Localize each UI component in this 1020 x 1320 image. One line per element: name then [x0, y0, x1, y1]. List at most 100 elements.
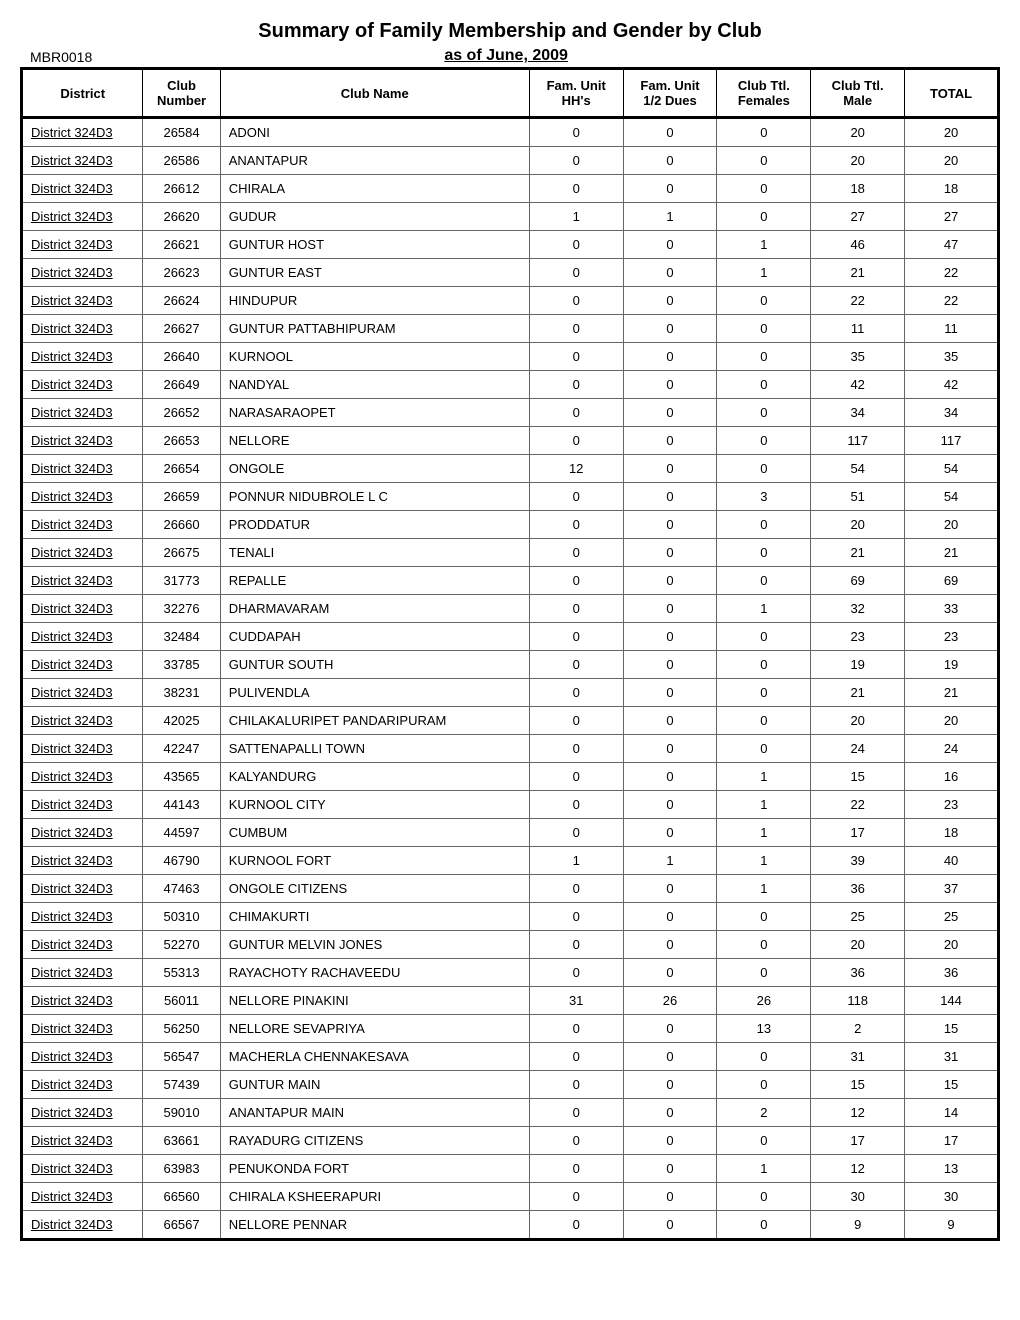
- cell-club-number: 26623: [143, 259, 220, 287]
- cell-females: 0: [717, 343, 811, 371]
- table-row: District 324D326612CHIRALA0001818: [22, 175, 999, 203]
- cell-total: 24: [905, 735, 999, 763]
- cell-club-number: 66567: [143, 1211, 220, 1240]
- cell-club-number: 56547: [143, 1043, 220, 1071]
- table-row: District 324D326586ANANTAPUR0002020: [22, 147, 999, 175]
- cell-fam-hh: 0: [529, 1015, 623, 1043]
- header-club-name: Club Name: [220, 69, 529, 118]
- cell-club-number: 26654: [143, 455, 220, 483]
- cell-total: 20: [905, 511, 999, 539]
- cell-club-number: 46790: [143, 847, 220, 875]
- cell-males: 2: [811, 1015, 905, 1043]
- cell-club-name: GUDUR: [220, 203, 529, 231]
- cell-fam-half: 0: [623, 539, 717, 567]
- cell-males: 20: [811, 931, 905, 959]
- cell-club-name: KURNOOL: [220, 343, 529, 371]
- cell-males: 18: [811, 175, 905, 203]
- cell-district: District 324D3: [22, 1015, 143, 1043]
- cell-club-name: NELLORE PINAKINI: [220, 987, 529, 1015]
- cell-total: 19: [905, 651, 999, 679]
- table-row: District 324D326624HINDUPUR0002222: [22, 287, 999, 315]
- cell-club-number: 32276: [143, 595, 220, 623]
- cell-club-number: 26627: [143, 315, 220, 343]
- cell-total: 37: [905, 875, 999, 903]
- cell-district: District 324D3: [22, 287, 143, 315]
- cell-males: 20: [811, 118, 905, 147]
- cell-males: 25: [811, 903, 905, 931]
- cell-club-name: TENALI: [220, 539, 529, 567]
- table-row: District 324D332276DHARMAVARAM0013233: [22, 595, 999, 623]
- cell-club-number: 50310: [143, 903, 220, 931]
- cell-club-name: ANANTAPUR: [220, 147, 529, 175]
- cell-district: District 324D3: [22, 175, 143, 203]
- cell-females: 0: [717, 679, 811, 707]
- cell-district: District 324D3: [22, 399, 143, 427]
- cell-district: District 324D3: [22, 763, 143, 791]
- cell-district: District 324D3: [22, 1099, 143, 1127]
- cell-males: 34: [811, 399, 905, 427]
- cell-fam-hh: 0: [529, 959, 623, 987]
- cell-district: District 324D3: [22, 427, 143, 455]
- cell-fam-half: 0: [623, 175, 717, 203]
- cell-fam-hh: 0: [529, 539, 623, 567]
- cell-district: District 324D3: [22, 567, 143, 595]
- cell-fam-half: 0: [623, 1043, 717, 1071]
- cell-club-name: RAYACHOTY RACHAVEEDU: [220, 959, 529, 987]
- header-total: TOTAL: [905, 69, 999, 118]
- cell-total: 42: [905, 371, 999, 399]
- cell-fam-hh: 0: [529, 371, 623, 399]
- cell-fam-half: 0: [623, 483, 717, 511]
- cell-club-number: 43565: [143, 763, 220, 791]
- cell-district: District 324D3: [22, 791, 143, 819]
- table-row: District 324D357439GUNTUR MAIN0001515: [22, 1071, 999, 1099]
- report-title: Summary of Family Membership and Gender …: [20, 20, 1000, 43]
- cell-females: 0: [717, 511, 811, 539]
- table-body: District 324D326584ADONI0002020District …: [22, 118, 999, 1240]
- cell-club-name: CUDDAPAH: [220, 623, 529, 651]
- cell-district: District 324D3: [22, 343, 143, 371]
- cell-district: District 324D3: [22, 875, 143, 903]
- header-fam-unit-half: Fam. Unit 1/2 Dues: [623, 69, 717, 118]
- cell-club-name: PONNUR NIDUBROLE L C: [220, 483, 529, 511]
- cell-district: District 324D3: [22, 259, 143, 287]
- cell-fam-half: 0: [623, 1183, 717, 1211]
- cell-club-name: ADONI: [220, 118, 529, 147]
- table-row: District 324D344143KURNOOL CITY0012223: [22, 791, 999, 819]
- cell-club-number: 26624: [143, 287, 220, 315]
- cell-club-name: CUMBUM: [220, 819, 529, 847]
- cell-males: 117: [811, 427, 905, 455]
- cell-fam-hh: 0: [529, 1211, 623, 1240]
- cell-females: 0: [717, 118, 811, 147]
- cell-club-number: 26659: [143, 483, 220, 511]
- cell-fam-half: 0: [623, 371, 717, 399]
- cell-fam-half: 0: [623, 343, 717, 371]
- cell-males: 22: [811, 287, 905, 315]
- cell-club-name: DHARMAVARAM: [220, 595, 529, 623]
- cell-males: 22: [811, 791, 905, 819]
- cell-fam-hh: 0: [529, 1127, 623, 1155]
- cell-club-name: CHILAKALURIPET PANDARIPURAM: [220, 707, 529, 735]
- cell-total: 144: [905, 987, 999, 1015]
- cell-total: 15: [905, 1071, 999, 1099]
- cell-fam-half: 0: [623, 875, 717, 903]
- cell-fam-hh: 0: [529, 399, 623, 427]
- cell-club-name: GUNTUR EAST: [220, 259, 529, 287]
- cell-males: 69: [811, 567, 905, 595]
- cell-total: 31: [905, 1043, 999, 1071]
- cell-club-name: GUNTUR SOUTH: [220, 651, 529, 679]
- cell-fam-hh: 0: [529, 903, 623, 931]
- cell-males: 15: [811, 1071, 905, 1099]
- cell-fam-half: 0: [623, 763, 717, 791]
- cell-males: 42: [811, 371, 905, 399]
- table-row: District 324D347463ONGOLE CITIZENS001363…: [22, 875, 999, 903]
- cell-club-number: 26675: [143, 539, 220, 567]
- cell-females: 1: [717, 259, 811, 287]
- cell-fam-hh: 0: [529, 343, 623, 371]
- cell-district: District 324D3: [22, 1155, 143, 1183]
- cell-fam-hh: 0: [529, 567, 623, 595]
- cell-total: 54: [905, 455, 999, 483]
- cell-fam-hh: 0: [529, 875, 623, 903]
- cell-fam-half: 0: [623, 679, 717, 707]
- cell-club-name: KURNOOL CITY: [220, 791, 529, 819]
- cell-district: District 324D3: [22, 595, 143, 623]
